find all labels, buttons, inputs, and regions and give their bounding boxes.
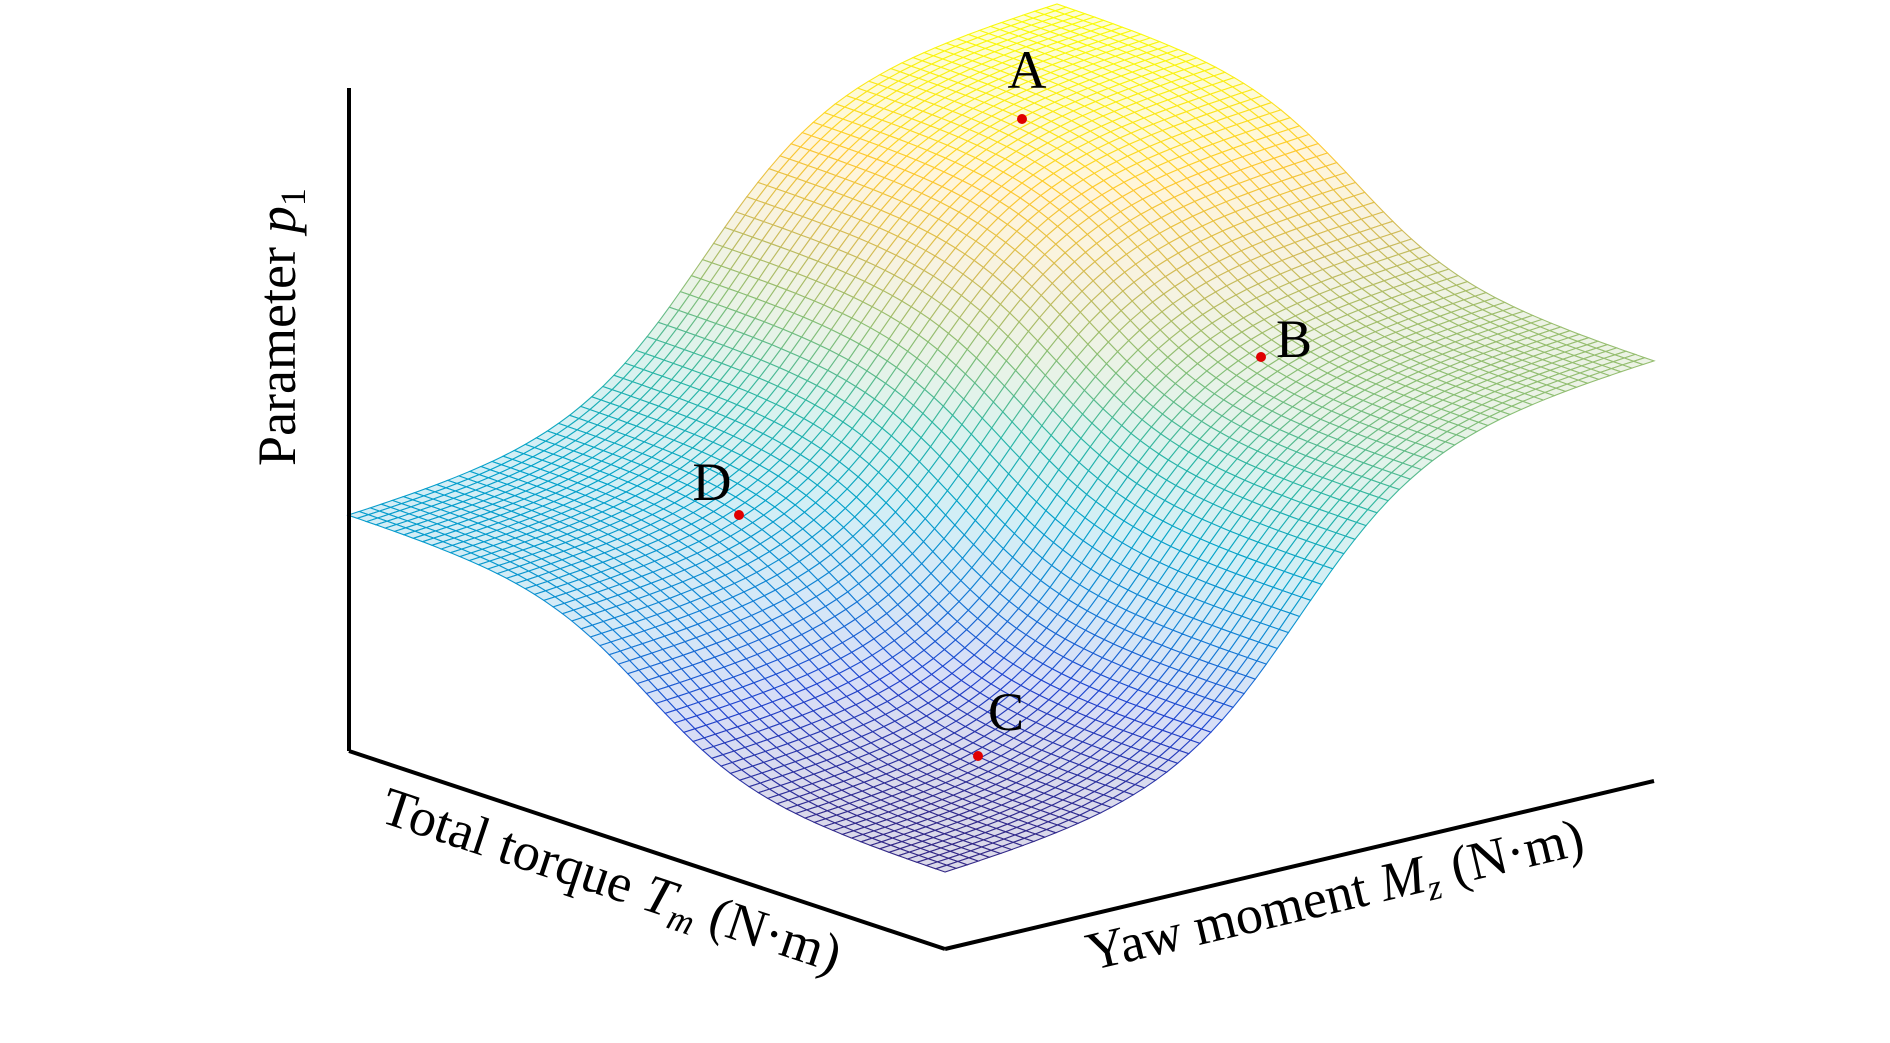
surface [346, 3, 1656, 873]
point-marker [734, 510, 744, 520]
point-marker [1256, 352, 1266, 362]
point-label: D [693, 452, 732, 512]
label-text: Parameter [247, 247, 307, 466]
label-var: p [247, 206, 307, 237]
label-unit: (N·m) [702, 885, 849, 985]
point-label: C [988, 682, 1024, 742]
z-axis-label: Parameter p1 [247, 188, 313, 466]
label-text: Yaw moment [1080, 858, 1373, 982]
point-marker [1017, 114, 1027, 124]
x-axis-label: Total torqueTm(N·m) [372, 776, 849, 990]
point-label: B [1276, 309, 1312, 369]
label-unit: (N·m) [1444, 807, 1589, 896]
point-marker [973, 751, 983, 761]
label-sub: 1 [273, 188, 313, 206]
point-label: A [1008, 40, 1047, 100]
label-text: Total torque [374, 776, 641, 916]
